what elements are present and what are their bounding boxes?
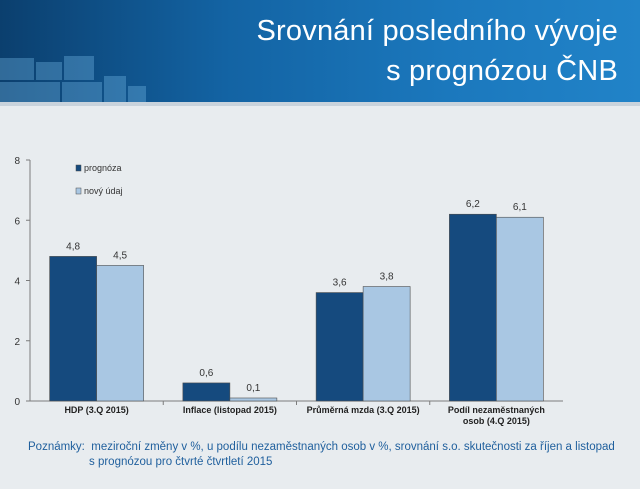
data-label: 4,5 [113,250,127,261]
legend-swatch [75,164,82,172]
data-label: 4,8 [66,241,80,252]
banner-decoration [104,76,126,102]
bar [315,292,364,402]
y-tick-label: 6 [14,216,20,227]
banner-decoration [36,62,62,80]
data-label: 0,1 [246,383,260,394]
banner-decoration [62,82,102,102]
bar [496,216,544,402]
y-tick-label: 0 [14,397,20,408]
legend-swatch [75,187,82,195]
note-line-1: meziroční změny v %, u podílu nezaměstna… [91,441,615,453]
category-label: Podíl nezaměstnaných [448,405,545,415]
chart-area: 0 2 4 6 8 4,8 4,5 HDP (3.Q 2015) 0,6 0,1 Inflace (… [0,150,640,430]
y-tick-label: 8 [14,156,20,167]
legend-label: prognóza [84,163,122,173]
chart-note: Poznámky: meziroční změny v %, u podílu … [28,440,618,470]
banner-decoration [128,86,146,102]
title-banner: Srovnání posledního vývoje s prognózou Č… [0,0,640,102]
y-tick-label: 2 [14,337,20,348]
category-label: HDP (3.Q 2015) [64,405,128,415]
bar [49,256,97,402]
category-label: osob (4.Q 2015) [463,416,530,426]
data-label: 3,6 [333,278,347,289]
data-label: 0,6 [199,368,213,379]
page-title-line-2: s prognózou ČNB [386,55,618,87]
category-label: Inflace (listopad 2015) [183,405,277,415]
bar-chart: 0 2 4 6 8 4,8 4,5 HDP (3.Q 2015) 0,6 0,1 Inflace (… [14,156,563,426]
legend-label: nový údaj [84,186,123,196]
banner-decoration [0,58,34,80]
data-label: 6,2 [466,199,480,210]
bar [449,213,497,402]
bar [362,286,411,402]
banner-decoration [64,56,94,80]
note-line-2: s prognózou pro čtvrté čtvrtletí 2015 [89,456,273,468]
category-label: Průměrná mzda (3.Q 2015) [307,405,420,415]
note-label: Poznámky: [28,441,85,453]
banner-divider [0,102,640,106]
data-label: 6,1 [513,202,527,213]
page-title-line-1: Srovnání posledního vývoje [256,15,618,47]
bar [182,382,231,402]
bar [229,397,278,402]
bar [96,265,144,402]
banner-decoration [0,82,60,102]
y-tick-label: 4 [14,277,20,288]
data-label: 3,8 [380,272,394,283]
